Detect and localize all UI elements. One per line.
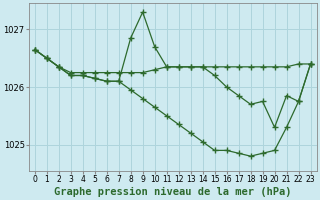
- X-axis label: Graphe pression niveau de la mer (hPa): Graphe pression niveau de la mer (hPa): [54, 186, 292, 197]
